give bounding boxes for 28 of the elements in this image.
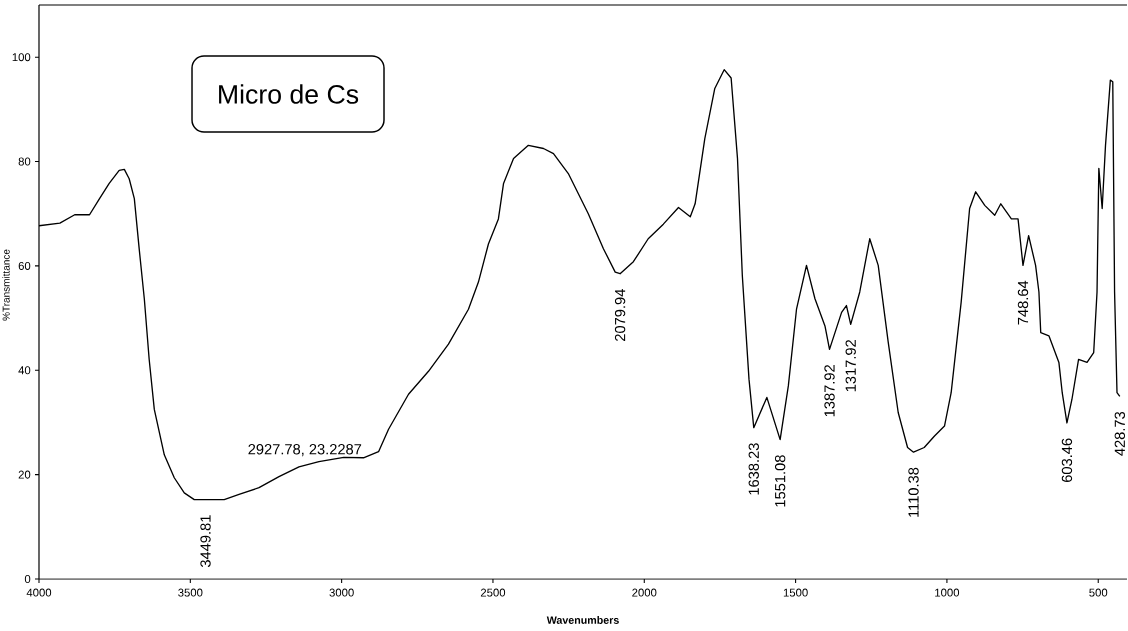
annotation: 603.46 <box>1061 438 1073 482</box>
text: Micro de Cs <box>219 84 359 104</box>
x-tick-label: 2500 <box>480 588 506 597</box>
x-tick-label: 1500 <box>783 588 808 597</box>
x-tick-label: 500 <box>1089 588 1108 597</box>
x-tick-label: 2000 <box>632 588 657 597</box>
annotation: 1638.23 <box>748 443 759 495</box>
y-tick-label: 60 <box>18 261 31 270</box>
y-tick-label: 80 <box>18 157 31 166</box>
annotation: 1551.08 <box>774 455 786 507</box>
annotation: 748.64 <box>1017 280 1029 325</box>
x-tick-label: 4000 <box>26 588 52 597</box>
y-tick-label: 20 <box>18 470 31 479</box>
annotation: 1317.92 <box>845 340 856 392</box>
y-tick-label: 0 <box>24 574 31 583</box>
annotation: 1387.92 <box>824 365 835 417</box>
x-tick-label: 1000 <box>935 588 960 597</box>
x-tick-label: 3000 <box>329 588 354 597</box>
x-axis-title: Wavenumbers <box>546 616 619 624</box>
annotation: 1110.38 <box>908 467 919 517</box>
y-tick-label: 100 <box>12 53 31 62</box>
y-tick-label: 40 <box>18 366 31 375</box>
annotation: 3449.81 <box>200 515 211 568</box>
annotation: 428.73 <box>1114 411 1125 456</box>
annotation: 2927.78, 23.2287 <box>248 444 362 457</box>
x-tick-label: 3500 <box>178 588 203 597</box>
annotation: 2079.94 <box>614 289 626 341</box>
y-axis-title: %Transmittance <box>2 249 10 321</box>
